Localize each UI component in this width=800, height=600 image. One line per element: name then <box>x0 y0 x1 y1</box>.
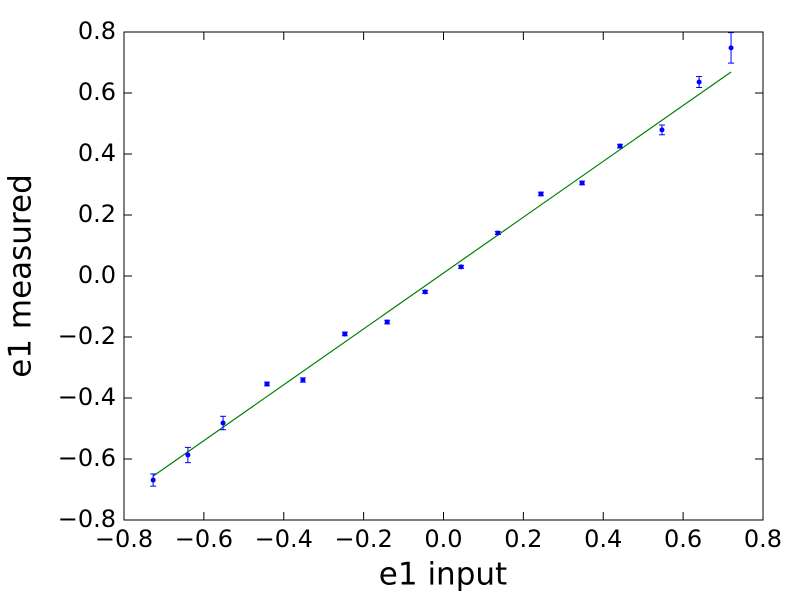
data-point <box>696 79 702 85</box>
data-point <box>384 319 390 325</box>
data-point <box>495 230 501 236</box>
data-point <box>538 191 544 197</box>
x-tick-label: 0.0 <box>424 525 462 553</box>
x-tick-label: −0.4 <box>255 525 313 553</box>
x-axis-label: e1 input <box>379 557 507 593</box>
data-point <box>264 381 270 387</box>
y-tick-label: 0.6 <box>78 78 116 106</box>
y-tick-label: −0.4 <box>58 383 116 411</box>
data-point <box>185 452 191 458</box>
x-tick-label: 0.2 <box>504 525 542 553</box>
x-tick-label: −0.6 <box>175 525 233 553</box>
y-tick-label: 0.0 <box>78 261 116 289</box>
x-tick-label: 0.4 <box>584 525 622 553</box>
data-point <box>422 289 428 295</box>
y-tick-label: −0.2 <box>58 322 116 350</box>
y-tick-label: 0.8 <box>78 17 116 45</box>
data-point <box>300 377 306 383</box>
data-point <box>617 143 623 149</box>
data-point <box>342 331 348 337</box>
x-tick-label: −0.2 <box>334 525 392 553</box>
data-point <box>659 127 665 133</box>
y-axis-label: e1 measured <box>3 174 39 378</box>
x-tick-label: −0.8 <box>95 525 153 553</box>
y-tick-label: −0.6 <box>58 444 116 472</box>
y-tick-label: 0.4 <box>78 139 116 167</box>
y-tick-label: 0.2 <box>78 200 116 228</box>
data-point <box>220 420 226 426</box>
x-tick-label: 0.6 <box>664 525 702 553</box>
plot-area <box>150 32 735 487</box>
data-point <box>728 45 734 51</box>
data-point <box>150 477 156 483</box>
fit-line <box>152 71 732 477</box>
data-point <box>579 180 585 186</box>
y-tick-label: −0.8 <box>58 505 116 533</box>
data-point <box>458 264 464 270</box>
x-tick-label: 0.8 <box>744 525 782 553</box>
